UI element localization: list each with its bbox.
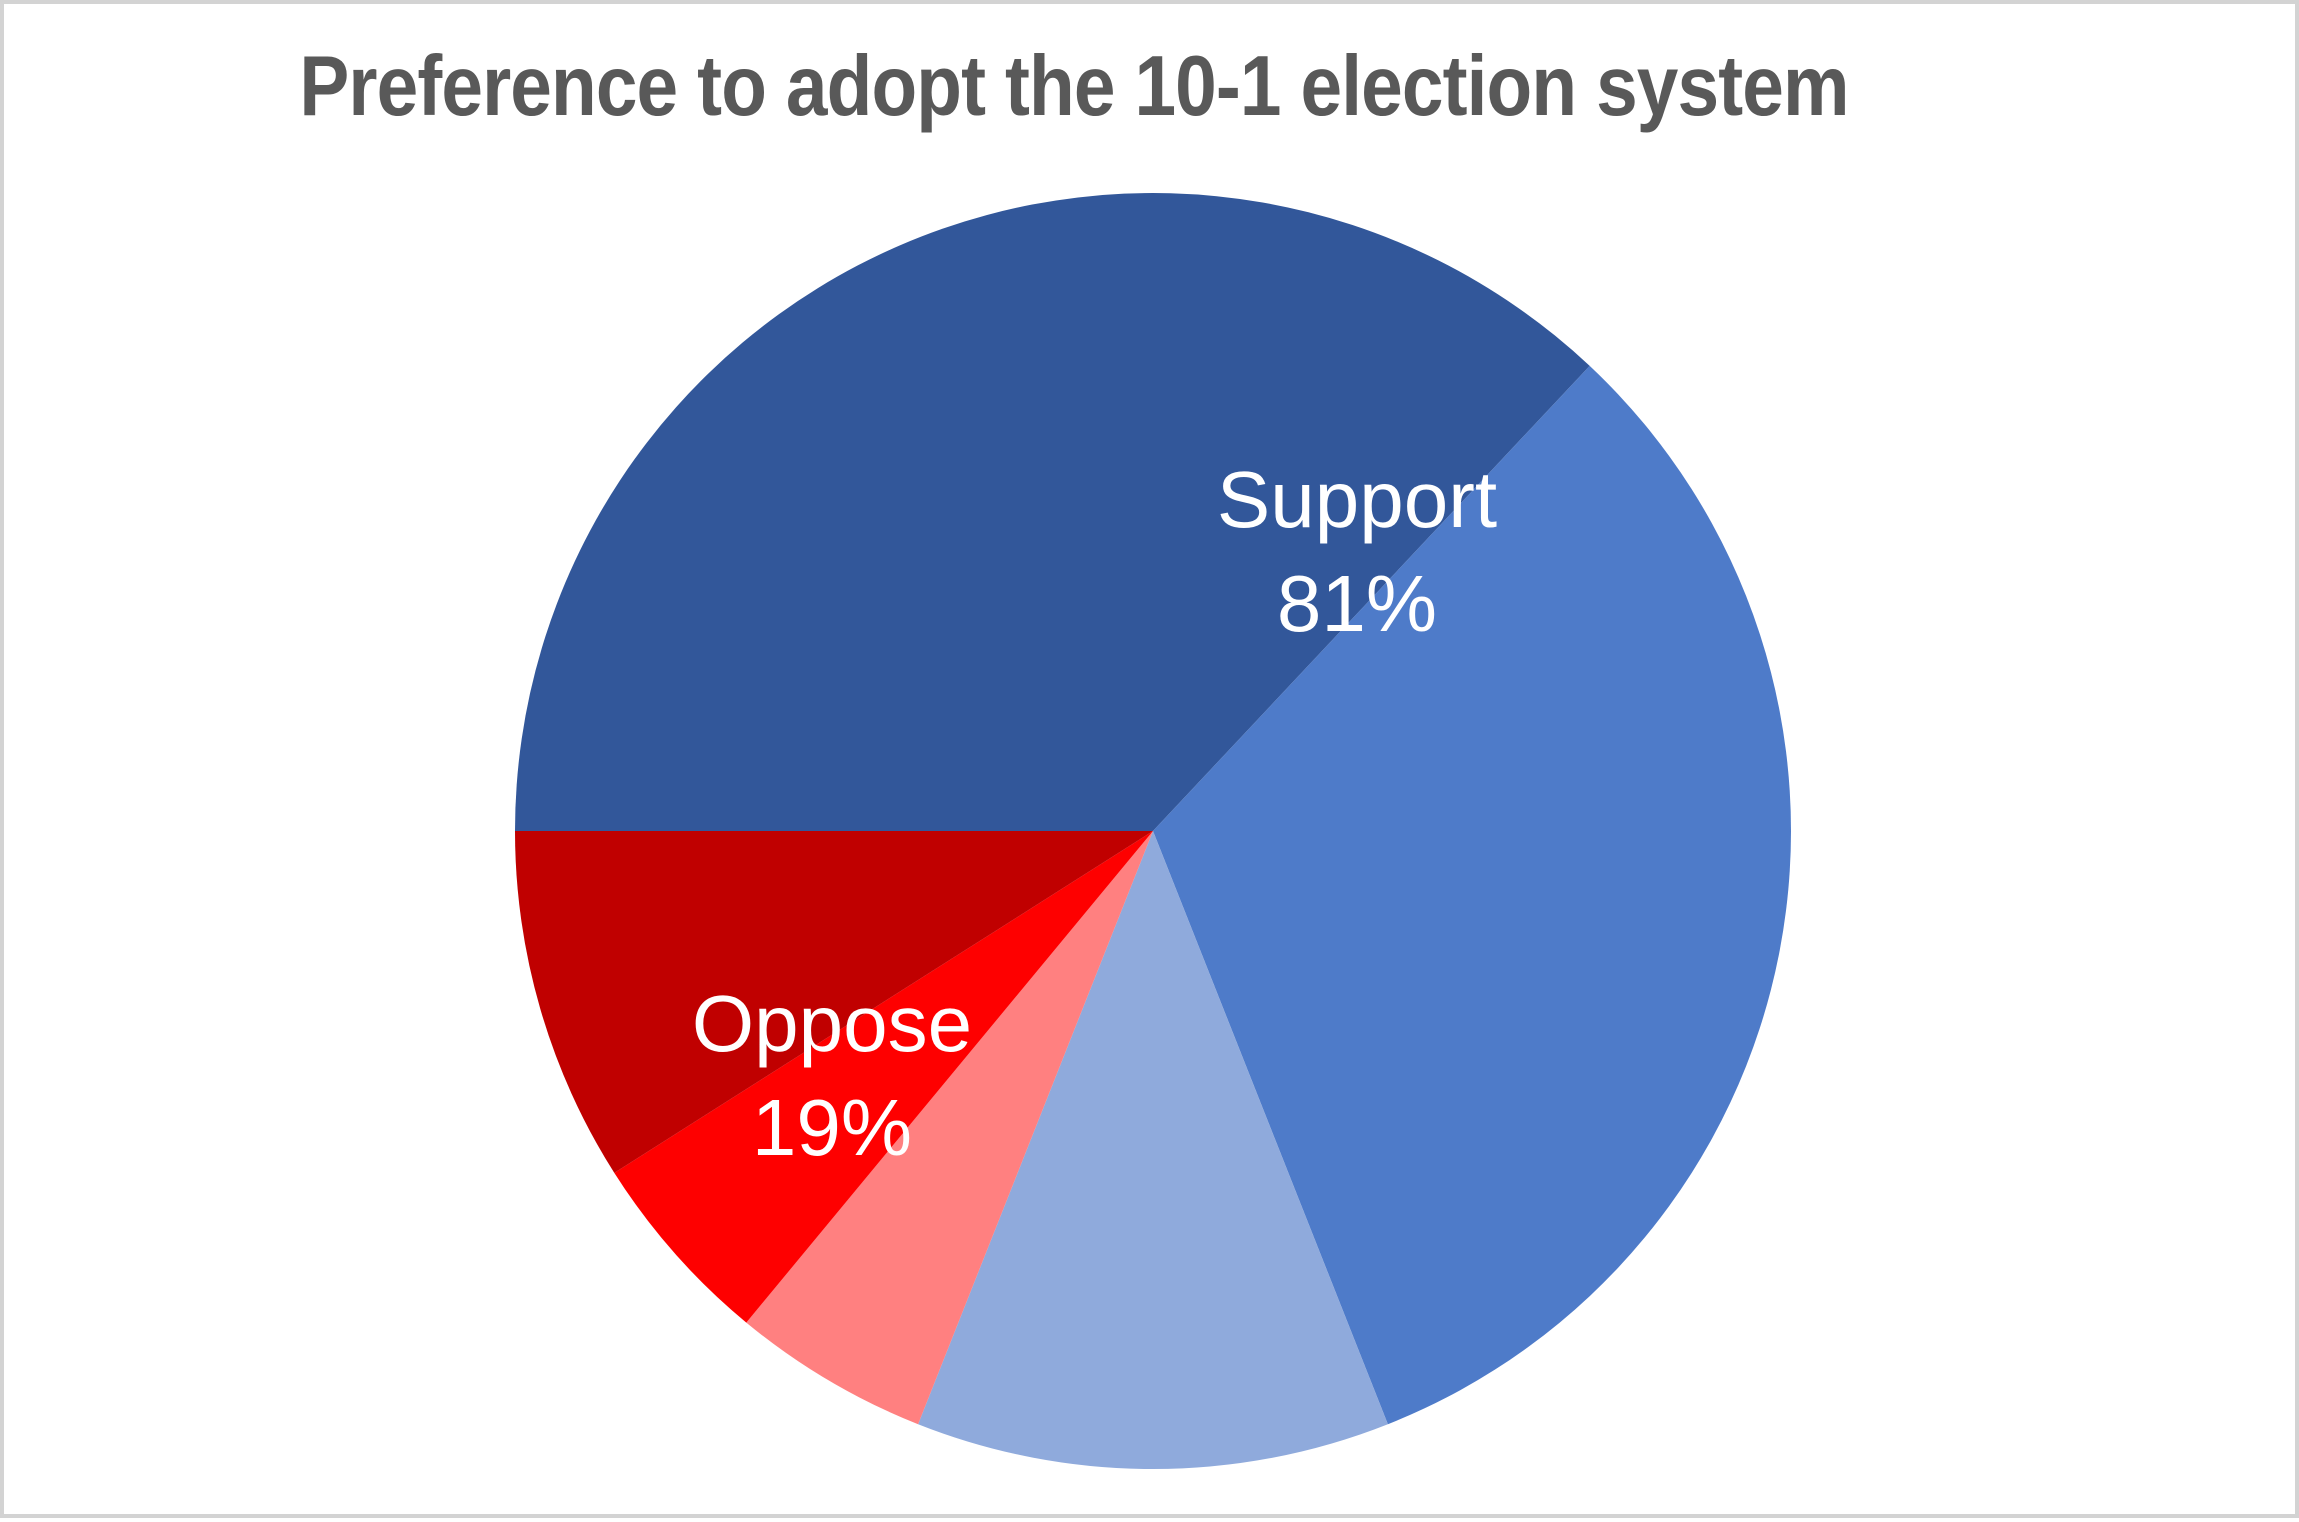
chart-title: Preference to adopt the 10-1 election sy… [299, 39, 1849, 134]
pie-slice-oppose-light-red [746, 831, 1153, 1425]
pie-chart [515, 193, 1791, 1470]
pie-slice-support-dark-blue [515, 193, 1590, 832]
support-label-name: Support [1216, 455, 1498, 544]
support-data-label: Support 81% [1217, 448, 1497, 656]
pie-slice-support-medium-blue [1153, 365, 1791, 1425]
pie-slice-support-light-blue [918, 831, 1388, 1470]
pie-slice-oppose-dark-red [515, 831, 1153, 1173]
oppose-label-name: Oppose [691, 979, 973, 1068]
support-label-value: 81% [1276, 559, 1438, 648]
oppose-label-value: 19% [751, 1083, 913, 1172]
oppose-data-label: Oppose 19% [692, 972, 972, 1180]
pie-slice-oppose-bright-red [614, 831, 1153, 1323]
